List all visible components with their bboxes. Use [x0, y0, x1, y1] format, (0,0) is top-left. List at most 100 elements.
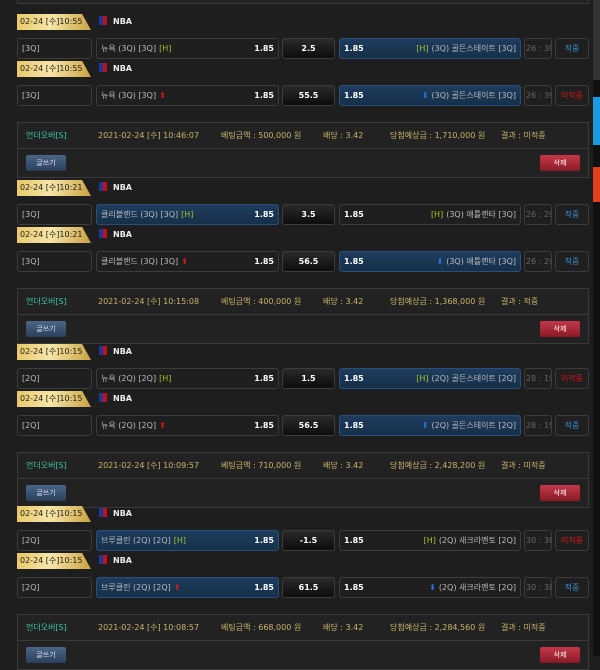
bet-result-text: 결과 : [501, 623, 524, 632]
bet-summary-box: 언더오버[S] 2021-02-24 [수] 10:46:07 베팅금액 : 500… [17, 122, 589, 178]
match-date-tag: 02-24 [수]10:21 [17, 180, 91, 196]
bet-amount-text: 400,000 [258, 297, 292, 306]
bet-amount-text: 원 [291, 297, 302, 306]
game-time-cell: 28 : 19 [524, 368, 552, 389]
bet-type: 언더오버[S] [26, 123, 67, 149]
side-banner-blue[interactable] [593, 97, 600, 145]
result-cell: 적중 [555, 251, 589, 272]
away-team-wrap: ⬇ (2Q) 새크라멘토 [2Q] [429, 578, 516, 597]
delete-button[interactable]: 삭제 [540, 155, 580, 171]
bet-datetime-text: 2021-02-24 [수] 10:15:08 [98, 297, 200, 306]
handicap-cell[interactable]: 55.5 [282, 85, 335, 106]
bet-summary-line: 언더오버[S] 2021-02-24 [수] 10:46:07 베팅금액 : 500… [18, 123, 588, 149]
nba-logo-icon [99, 346, 107, 355]
away-team-cell[interactable]: 1.85 [H] (3Q) 골든스테이트 [3Q] [339, 38, 521, 59]
bet-amount-text: 원 [291, 623, 302, 632]
bet-amount-text: 668,000 [258, 623, 292, 632]
handicap-cell[interactable]: 3.5 [282, 204, 335, 225]
away-team-cell[interactable]: 1.85 [H] (2Q) 골든스테이트 [2Q] [339, 368, 521, 389]
write-button[interactable]: 글쓰기 [26, 485, 66, 501]
bet-odds-text: 3.42 [345, 131, 364, 140]
handicap-cell[interactable]: -1.5 [282, 530, 335, 551]
expected-win-text: 2,428,200 [434, 461, 476, 470]
home-team-cell[interactable]: 브루클린 (2Q) [2Q] [H] 1.85 [96, 530, 279, 551]
handicap-cell[interactable]: 56.5 [282, 251, 335, 272]
away-odds: 1.85 [344, 583, 364, 592]
bet-odds: 배당 : 3.42 [323, 123, 363, 149]
expected-win-text: 원 [475, 131, 486, 140]
expected-win-text: 원 [475, 461, 486, 470]
home-odds: 1.85 [254, 210, 274, 219]
write-button[interactable]: 글쓰기 [26, 155, 66, 171]
expected-win: 당첨예상금 : 2,428,200 원 [390, 453, 485, 479]
away-team-cell[interactable]: 1.85 ⬇ (3Q) 애틀랜타 [3Q] [339, 251, 521, 272]
bet-amount: 베팅금액 : 668,000 원 [221, 615, 301, 641]
period-cell: [2Q] [17, 415, 92, 436]
away-team-cell[interactable]: 1.85 ⬇ (3Q) 골든스테이트 [3Q] [339, 85, 521, 106]
delete-button[interactable]: 삭제 [540, 647, 580, 663]
bet-odds-text: 배당 : [323, 297, 346, 306]
bet-odds-text: 배당 : [323, 131, 346, 140]
write-button[interactable]: 글쓰기 [26, 321, 66, 337]
bet-amount-text: 원 [291, 461, 302, 470]
home-odds: 1.85 [254, 421, 274, 430]
game-time-cell: 26 : 39 [524, 38, 552, 59]
away-odds: 1.85 [344, 210, 364, 219]
up-arrow-icon: ⬆ [159, 421, 166, 430]
bet-row: [3Q] 뉴욕 (3Q) [3Q] [H] 1.85 2.5 1.85 [H] (3Q) 골든… [17, 38, 589, 59]
bet-amount-text: 베팅금액 : [221, 461, 259, 470]
away-team-name: (3Q) 애틀랜타 [3Q] [446, 257, 516, 266]
home-team-cell[interactable]: 뉴욕 (3Q) [3Q] [H] 1.85 [96, 38, 279, 59]
home-team-name: 클리블랜드 (3Q) [3Q] [101, 210, 179, 219]
right-side-panel [593, 0, 600, 656]
league-name: NBA [113, 347, 132, 356]
expected-win-text: 당첨예상금 : [390, 297, 435, 306]
bet-amount: 베팅금액 : 400,000 원 [221, 289, 301, 315]
write-button[interactable]: 글쓰기 [26, 647, 66, 663]
expected-win-text: 1,710,000 [434, 131, 476, 140]
handicap-cell[interactable]: 61.5 [282, 577, 335, 598]
bet-datetime-text: 2021-02-24 [수] 10:09:57 [98, 461, 200, 470]
expected-win-text: 2,284,560 [434, 623, 476, 632]
home-team-cell[interactable]: 뉴욕 (3Q) [3Q] ⬆ 1.85 [96, 85, 279, 106]
league-label: NBA [99, 346, 132, 356]
home-team-cell[interactable]: 뉴욕 (2Q) [2Q] [H] 1.85 [96, 368, 279, 389]
home-team-cell[interactable]: 클리블랜드 (3Q) [3Q] [H] 1.85 [96, 204, 279, 225]
bet-result-text: 적중 [523, 297, 539, 306]
expected-win: 당첨예상금 : 1,710,000 원 [390, 123, 485, 149]
home-team-cell[interactable]: 뉴욕 (2Q) [2Q] ⬆ 1.85 [96, 415, 279, 436]
bet-row: [3Q] 뉴욕 (3Q) [3Q] ⬆ 1.85 55.5 1.85 ⬇ (3Q) 골든스테이… [17, 85, 589, 106]
bet-row: [2Q] 브루클린 (2Q) [2Q] ⬆ 1.85 61.5 1.85 ⬇ (2Q) 새크라… [17, 577, 589, 598]
bet-result-text: 미적중 [523, 461, 546, 470]
handicap-cell[interactable]: 2.5 [282, 38, 335, 59]
away-team-cell[interactable]: 1.85 ⬇ (2Q) 골든스테이트 [2Q] [339, 415, 521, 436]
away-team-cell[interactable]: 1.85 [H] (3Q) 애틀랜타 [3Q] [339, 204, 521, 225]
down-arrow-icon: ⬇ [436, 257, 444, 266]
match-date-tag: 02-24 [수]10:21 [17, 227, 91, 243]
side-button[interactable] [593, 0, 600, 80]
bet-result-text: 결과 : [501, 461, 524, 470]
side-banner-red[interactable] [593, 167, 600, 202]
away-odds: 1.85 [344, 421, 364, 430]
home-team-name: 뉴욕 (2Q) [2Q] [101, 374, 157, 383]
result-cell: 적중 [555, 38, 589, 59]
delete-button[interactable]: 삭제 [540, 485, 580, 501]
home-odds: 1.85 [254, 583, 274, 592]
handicap-cell[interactable]: 56.5 [282, 415, 335, 436]
handicap-cell[interactable]: 1.5 [282, 368, 335, 389]
delete-button[interactable]: 삭제 [540, 321, 580, 337]
nba-logo-icon [99, 182, 107, 191]
expected-win-text: 당첨예상금 : [390, 461, 435, 470]
nba-logo-icon [99, 229, 107, 238]
away-team-cell[interactable]: 1.85 [H] (2Q) 새크라멘토 [2Q] [339, 530, 521, 551]
home-team-cell[interactable]: 클리블랜드 (3Q) [3Q] ⬆ 1.85 [96, 251, 279, 272]
home-team-cell[interactable]: 브루클린 (2Q) [2Q] ⬆ 1.85 [96, 577, 279, 598]
away-team-cell[interactable]: 1.85 ⬇ (2Q) 새크라멘토 [2Q] [339, 577, 521, 598]
away-team-wrap: [H] (2Q) 새크라멘토 [2Q] [424, 531, 516, 550]
home-team-name: 브루클린 (2Q) [2Q] [101, 536, 171, 545]
period-cell: [3Q] [17, 38, 92, 59]
bet-row: [2Q] 뉴욕 (2Q) [2Q] [H] 1.85 1.5 1.85 [H] (2Q) 골든… [17, 368, 589, 389]
bet-amount-text: 710,000 [258, 461, 292, 470]
home-marker: [H] [173, 536, 187, 545]
home-team-name: 뉴욕 (2Q) [2Q] [101, 421, 157, 430]
